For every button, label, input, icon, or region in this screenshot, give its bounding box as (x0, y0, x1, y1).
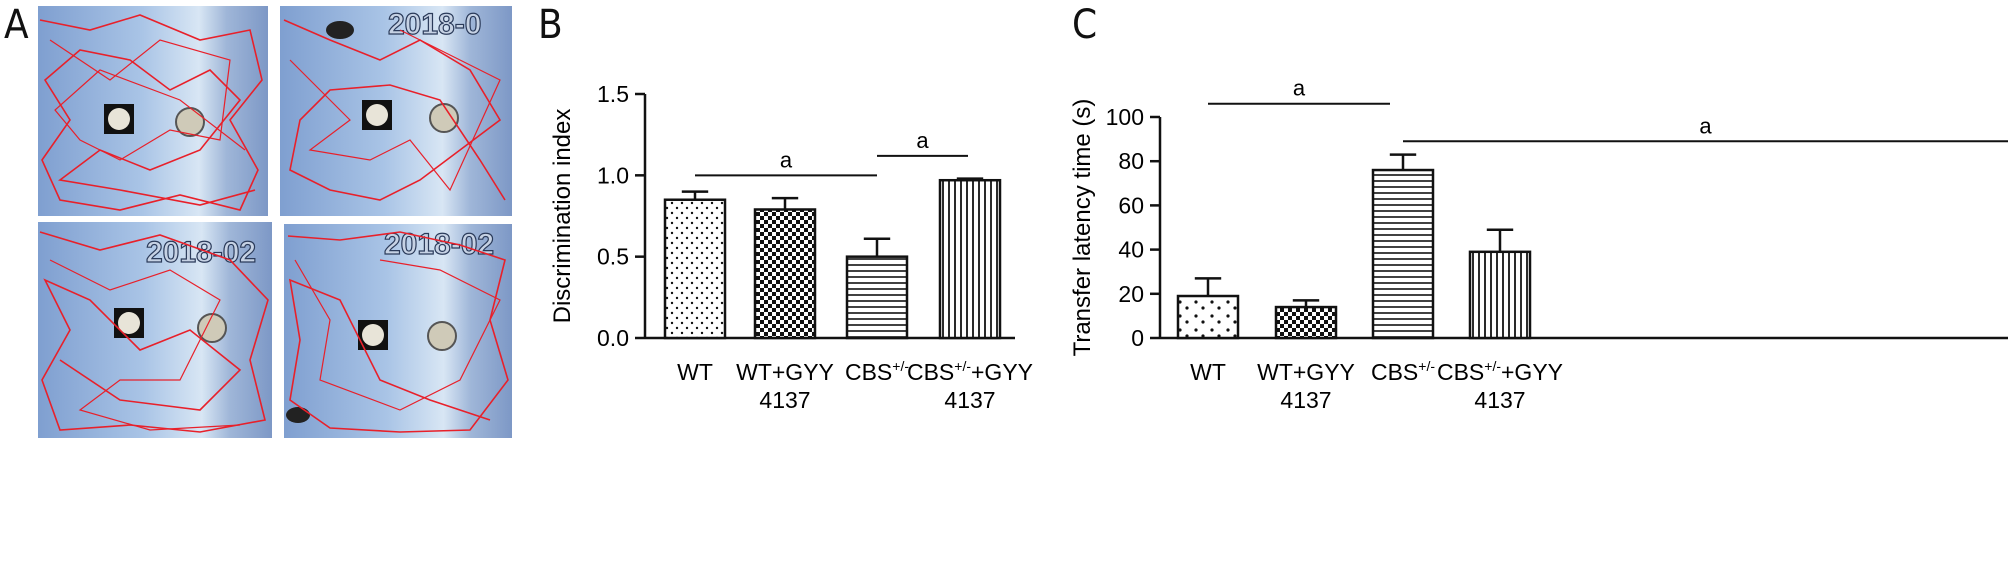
y-tick-label: 100 (1106, 104, 1144, 130)
timestamp-text-3: 2018-02 (384, 228, 494, 261)
tracking-image-3: 2018-02 (38, 222, 272, 438)
x-tick-label: CBS+/-​ (1371, 358, 1435, 385)
bar (1176, 294, 1240, 340)
bar (753, 208, 817, 340)
y-tick-label: 60 (1118, 192, 1144, 218)
timestamp-text-1: 2018-0 (388, 8, 481, 41)
significance-label: a (916, 128, 929, 153)
bar (1371, 168, 1435, 340)
bar (1468, 250, 1532, 340)
significance-label: a (780, 147, 793, 172)
x-tick-label-line2: 4137 (1474, 387, 1525, 413)
y-axis-label: Transfer latency time (s) (1069, 99, 1096, 357)
x-tick-label: CBS+/-​ (845, 358, 909, 385)
y-tick-label: 80 (1118, 148, 1144, 174)
x-tick-label-line2: 4137 (1280, 387, 1331, 413)
y-axis-label: Discrimination index (549, 109, 576, 324)
discrimination-index-chart: Discrimination index 0.0 0.5 1.0 1.5 WT WT+GYY… (549, 81, 1033, 413)
x-tick-label: WT+GYY (736, 359, 834, 385)
significance-label: a (1293, 76, 1306, 101)
significance-label: a (1699, 113, 1712, 138)
bar (1274, 305, 1338, 340)
x-tick-label: WT (677, 359, 713, 385)
x-tick-label-line2: 4137 (759, 387, 810, 413)
y-tick-label: 1.5 (597, 81, 629, 107)
panel-c-label: C (1072, 2, 1098, 48)
tracking-image-4: 2018-02 (284, 224, 512, 438)
x-tick-label: WT (1190, 359, 1226, 385)
tracking-image-2: 2018-0 (280, 6, 512, 216)
bar (663, 198, 727, 340)
transfer-latency-chart: Transfer latency time (s) 0 20 40 60 80 100 WT W… (1069, 76, 2008, 413)
y-tick-label: 1.0 (597, 162, 629, 188)
y-tick-label: 0.0 (597, 325, 629, 351)
y-tick-label: 20 (1118, 281, 1144, 307)
panel-b-label: B (538, 2, 563, 48)
x-tick-label: CBS+/-​+GYY (1437, 358, 1563, 385)
bar (845, 255, 909, 340)
timestamp-text-2: 2018-02 (146, 236, 256, 269)
y-tick-label: 0.5 (597, 244, 629, 270)
x-tick-label: WT+GYY (1257, 359, 1355, 385)
panel-a-label: A (4, 2, 29, 48)
tracking-image-1 (38, 6, 268, 216)
x-tick-label: CBS+/-​+GYY (907, 358, 1033, 385)
y-tick-label: 40 (1118, 237, 1144, 263)
y-tick-label: 0 (1131, 325, 1144, 351)
bar (938, 178, 1002, 340)
panel-a-tracking-images: 2018-0 2018-02 2018-02 (0, 0, 520, 564)
x-tick-label-line2: 4137 (944, 387, 995, 413)
